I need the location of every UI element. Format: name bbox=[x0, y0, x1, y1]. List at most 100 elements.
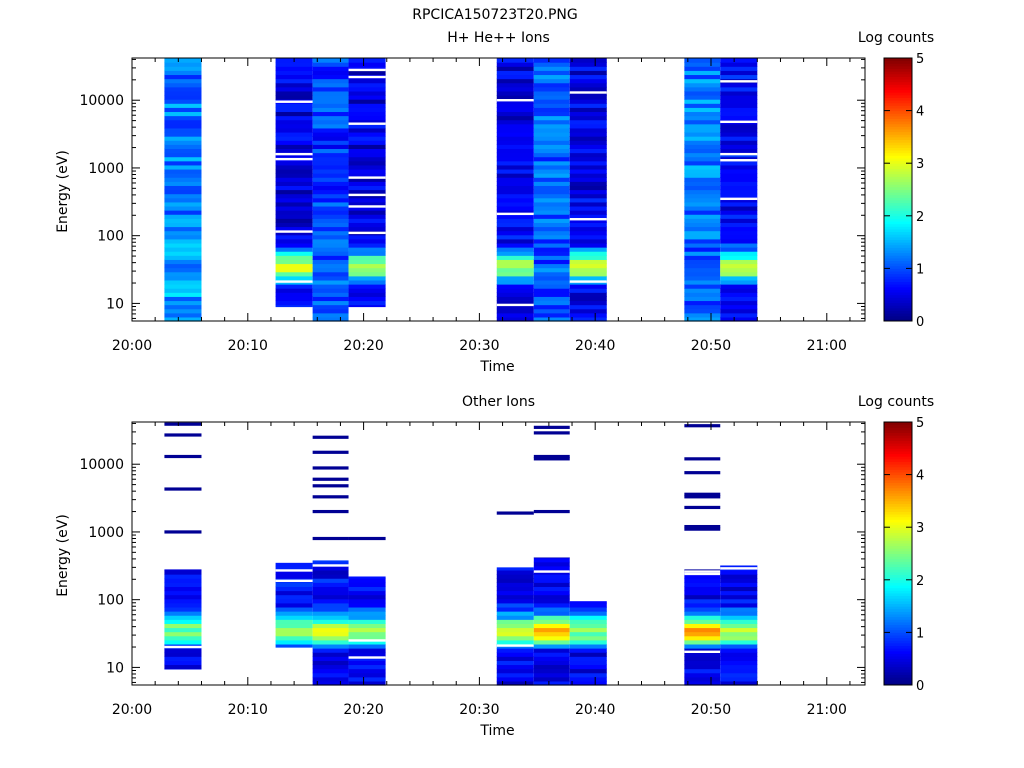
colorbar-swatch bbox=[884, 461, 912, 465]
spectrogram-cell bbox=[684, 680, 721, 686]
spectrogram-cell bbox=[684, 664, 721, 670]
spectrogram-cell bbox=[348, 177, 386, 182]
spectrogram-cell bbox=[348, 284, 386, 289]
spectrogram-cell bbox=[720, 222, 758, 228]
spectrogram-cell bbox=[312, 90, 349, 96]
spectrogram-cell bbox=[275, 140, 313, 145]
spectrogram-cell bbox=[720, 140, 758, 145]
spectrogram-cell bbox=[684, 210, 721, 215]
spectrogram-cell bbox=[164, 115, 202, 121]
spectrogram-cell bbox=[569, 193, 607, 199]
spectrogram-cell bbox=[533, 164, 570, 170]
spectrogram-gap bbox=[164, 645, 202, 649]
spectrogram-gap bbox=[720, 152, 758, 156]
spectrogram-cell bbox=[496, 119, 534, 125]
spectrogram-cell bbox=[164, 569, 202, 575]
colorbar-swatch bbox=[884, 113, 912, 117]
plot-frame bbox=[131, 421, 866, 686]
spectrogram-cell bbox=[496, 639, 534, 645]
spectrogram-cell bbox=[533, 672, 570, 678]
spectrogram-cell bbox=[275, 62, 313, 67]
spectrogram-cell bbox=[275, 275, 313, 281]
colorbar-tick-label: 2 bbox=[916, 574, 924, 589]
spectrogram-cell bbox=[312, 279, 349, 285]
spectrogram-cell bbox=[569, 214, 607, 219]
colorbar-swatch bbox=[884, 189, 912, 193]
spectrogram-cell bbox=[164, 86, 202, 92]
colorbar-swatch bbox=[884, 422, 912, 426]
colorbar-swatch bbox=[884, 242, 912, 246]
spectrogram-cell bbox=[275, 66, 313, 71]
spectrogram-cell bbox=[275, 164, 313, 170]
colorbar-swatch bbox=[884, 123, 912, 127]
spectrogram-cell bbox=[720, 635, 758, 641]
spectrogram-cell bbox=[164, 312, 202, 318]
colorbar-swatch bbox=[884, 532, 912, 536]
x-axis-label: Time bbox=[479, 723, 514, 739]
spectrogram-cell bbox=[720, 569, 758, 575]
spectrogram-cell bbox=[496, 74, 534, 80]
spectrogram-gap bbox=[348, 176, 386, 179]
spectrogram-cell bbox=[275, 255, 313, 260]
spectrogram-line bbox=[533, 431, 570, 435]
colorbar-swatch bbox=[884, 585, 912, 589]
spectrogram-cell bbox=[275, 82, 313, 88]
spectrogram-cell bbox=[496, 259, 534, 265]
spectrogram-cell bbox=[569, 177, 607, 182]
spectrogram-cell bbox=[569, 271, 607, 277]
spectrogram-cell bbox=[720, 90, 758, 96]
spectrogram-cell bbox=[533, 586, 570, 592]
spectrogram-cell bbox=[348, 619, 386, 624]
spectrogram-cell bbox=[496, 189, 534, 195]
spectrogram-cell bbox=[496, 292, 534, 297]
colorbar-swatch bbox=[884, 458, 912, 462]
spectrogram-cell bbox=[348, 672, 386, 678]
spectrogram-cell bbox=[533, 561, 570, 567]
spectrogram-cell bbox=[164, 656, 202, 661]
spectrogram-cell bbox=[684, 181, 721, 186]
spectrogram-cell bbox=[348, 664, 386, 670]
spectrogram-cell bbox=[533, 664, 570, 670]
spectrogram-cell bbox=[569, 619, 607, 624]
colorbar-swatch bbox=[884, 105, 912, 109]
spectrogram-cell bbox=[533, 288, 570, 293]
spectrogram-cell bbox=[533, 271, 570, 277]
spectrogram-cell bbox=[496, 234, 534, 240]
spectrogram-cell bbox=[312, 177, 349, 182]
spectrogram-cell bbox=[312, 631, 349, 637]
colorbar-swatch bbox=[884, 136, 912, 141]
spectrogram-cell bbox=[684, 308, 721, 314]
colorbar-swatch bbox=[884, 616, 912, 620]
spectrogram-cell bbox=[496, 316, 534, 322]
spectrogram-cell bbox=[569, 234, 607, 240]
colorbar-swatch bbox=[884, 118, 912, 122]
spectrogram-cell bbox=[569, 660, 607, 666]
spectrogram-cell bbox=[569, 312, 607, 318]
colorbar-tick-label: 3 bbox=[916, 157, 924, 172]
x-tick-label: 20:20 bbox=[343, 702, 383, 718]
spectrogram-cell bbox=[164, 615, 202, 620]
spectrogram-cell bbox=[533, 635, 570, 641]
spectrogram-cell bbox=[569, 238, 607, 244]
colorbar-swatch bbox=[884, 629, 912, 633]
spectrogram-line bbox=[312, 466, 349, 470]
spectrogram-cell bbox=[496, 598, 534, 604]
spectrogram-cell bbox=[569, 635, 607, 641]
colorbar-swatch bbox=[884, 307, 912, 311]
spectrogram-cell bbox=[533, 177, 570, 182]
spectrogram-cell bbox=[533, 255, 570, 260]
colorbar-swatch bbox=[884, 514, 912, 518]
colorbar-swatch bbox=[884, 294, 912, 298]
spectrogram-cell bbox=[164, 569, 202, 571]
colorbar-swatch bbox=[884, 228, 912, 233]
spectrogram-cell bbox=[569, 300, 607, 306]
spectrogram-cell bbox=[533, 557, 570, 563]
spectrogram-cell bbox=[496, 201, 534, 207]
spectrogram-cell bbox=[312, 639, 349, 645]
spectrogram-gap bbox=[496, 303, 534, 307]
spectrogram-cell bbox=[569, 148, 607, 154]
spectrogram-cell bbox=[348, 598, 386, 604]
spectrogram-cell bbox=[348, 226, 386, 232]
spectrogram-cell bbox=[348, 267, 386, 273]
colorbar-swatch bbox=[884, 200, 912, 204]
